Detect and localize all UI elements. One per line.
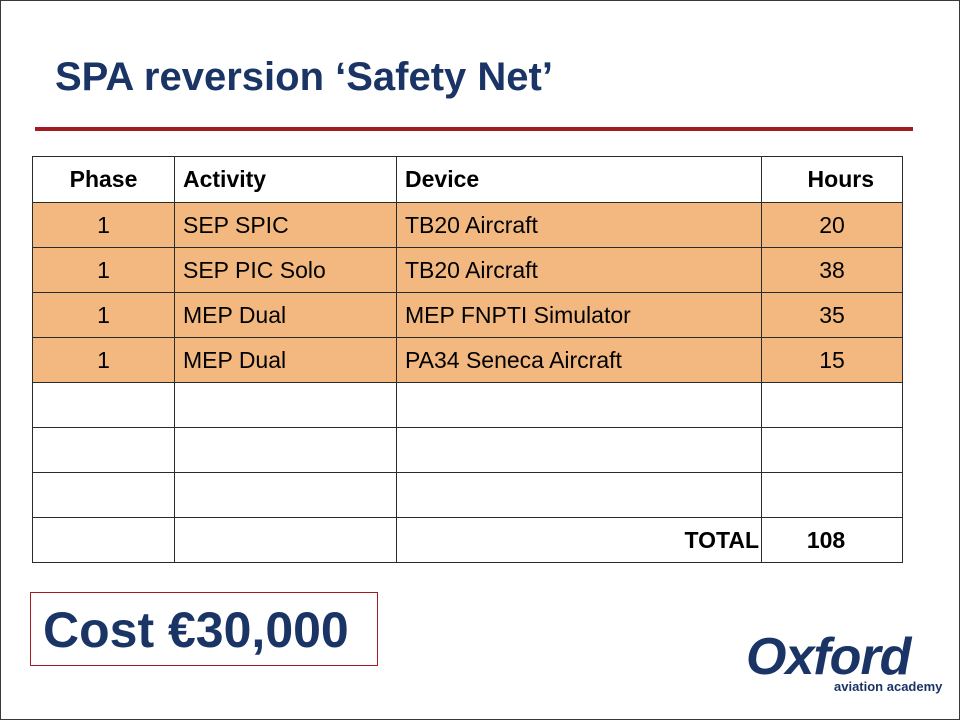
empty-cell [396,472,762,518]
table-row: 1 MEP Dual PA34 Seneca Aircraft 15 [32,337,903,383]
table-row-empty [32,382,903,428]
cost-box: Cost €30,000 [30,592,378,666]
empty-cell [174,427,397,473]
oxford-logo: Oxford aviation academy [746,628,942,699]
cell-activity: MEP Dual [174,292,397,338]
header-hours: Hours [761,156,903,203]
empty-cell [32,472,175,518]
cost-text: Cost €30,000 [43,602,349,658]
empty-cell [32,427,175,473]
cell-phase: 1 [32,337,175,383]
table-row-empty [32,427,903,473]
empty-cell [761,427,903,473]
empty-cell [396,427,762,473]
table-total-row: TOTAL 108 [32,517,903,563]
logo-wordmark: Oxford [746,628,911,686]
cell-phase: 1 [32,292,175,338]
total-label: TOTAL [396,517,762,563]
empty-cell [32,517,175,563]
training-table: Phase Activity Device Hours 1 SEP SPIC T… [32,156,903,563]
cell-device: MEP FNPTI Simulator [396,292,762,338]
empty-cell [32,382,175,428]
total-value: 108 [761,517,903,563]
header-phase: Phase [32,156,175,203]
table-row: 1 SEP SPIC TB20 Aircraft 20 [32,202,903,248]
cell-phase: 1 [32,247,175,293]
header-activity: Activity [174,156,397,203]
empty-cell [761,382,903,428]
cell-device: TB20 Aircraft [396,202,762,248]
cell-hours: 35 [761,292,903,338]
logo-tagline: aviation academy [834,679,943,694]
cell-device: TB20 Aircraft [396,247,762,293]
cell-phase: 1 [32,202,175,248]
empty-cell [396,382,762,428]
cell-hours: 20 [761,202,903,248]
cell-activity: SEP SPIC [174,202,397,248]
cell-hours: 15 [761,337,903,383]
empty-cell [174,382,397,428]
empty-cell [174,517,397,563]
cell-hours: 38 [761,247,903,293]
cell-activity: MEP Dual [174,337,397,383]
cell-device: PA34 Seneca Aircraft [396,337,762,383]
empty-cell [174,472,397,518]
title-divider [35,127,913,131]
cell-activity: SEP PIC Solo [174,247,397,293]
table-row: 1 SEP PIC Solo TB20 Aircraft 38 [32,247,903,293]
slide-title: SPA reversion ‘Safety Net’ [55,55,553,99]
header-device: Device [396,156,762,203]
empty-cell [761,472,903,518]
table-header-row: Phase Activity Device Hours [32,156,903,203]
table-row-empty [32,472,903,518]
table-row: 1 MEP Dual MEP FNPTI Simulator 35 [32,292,903,338]
